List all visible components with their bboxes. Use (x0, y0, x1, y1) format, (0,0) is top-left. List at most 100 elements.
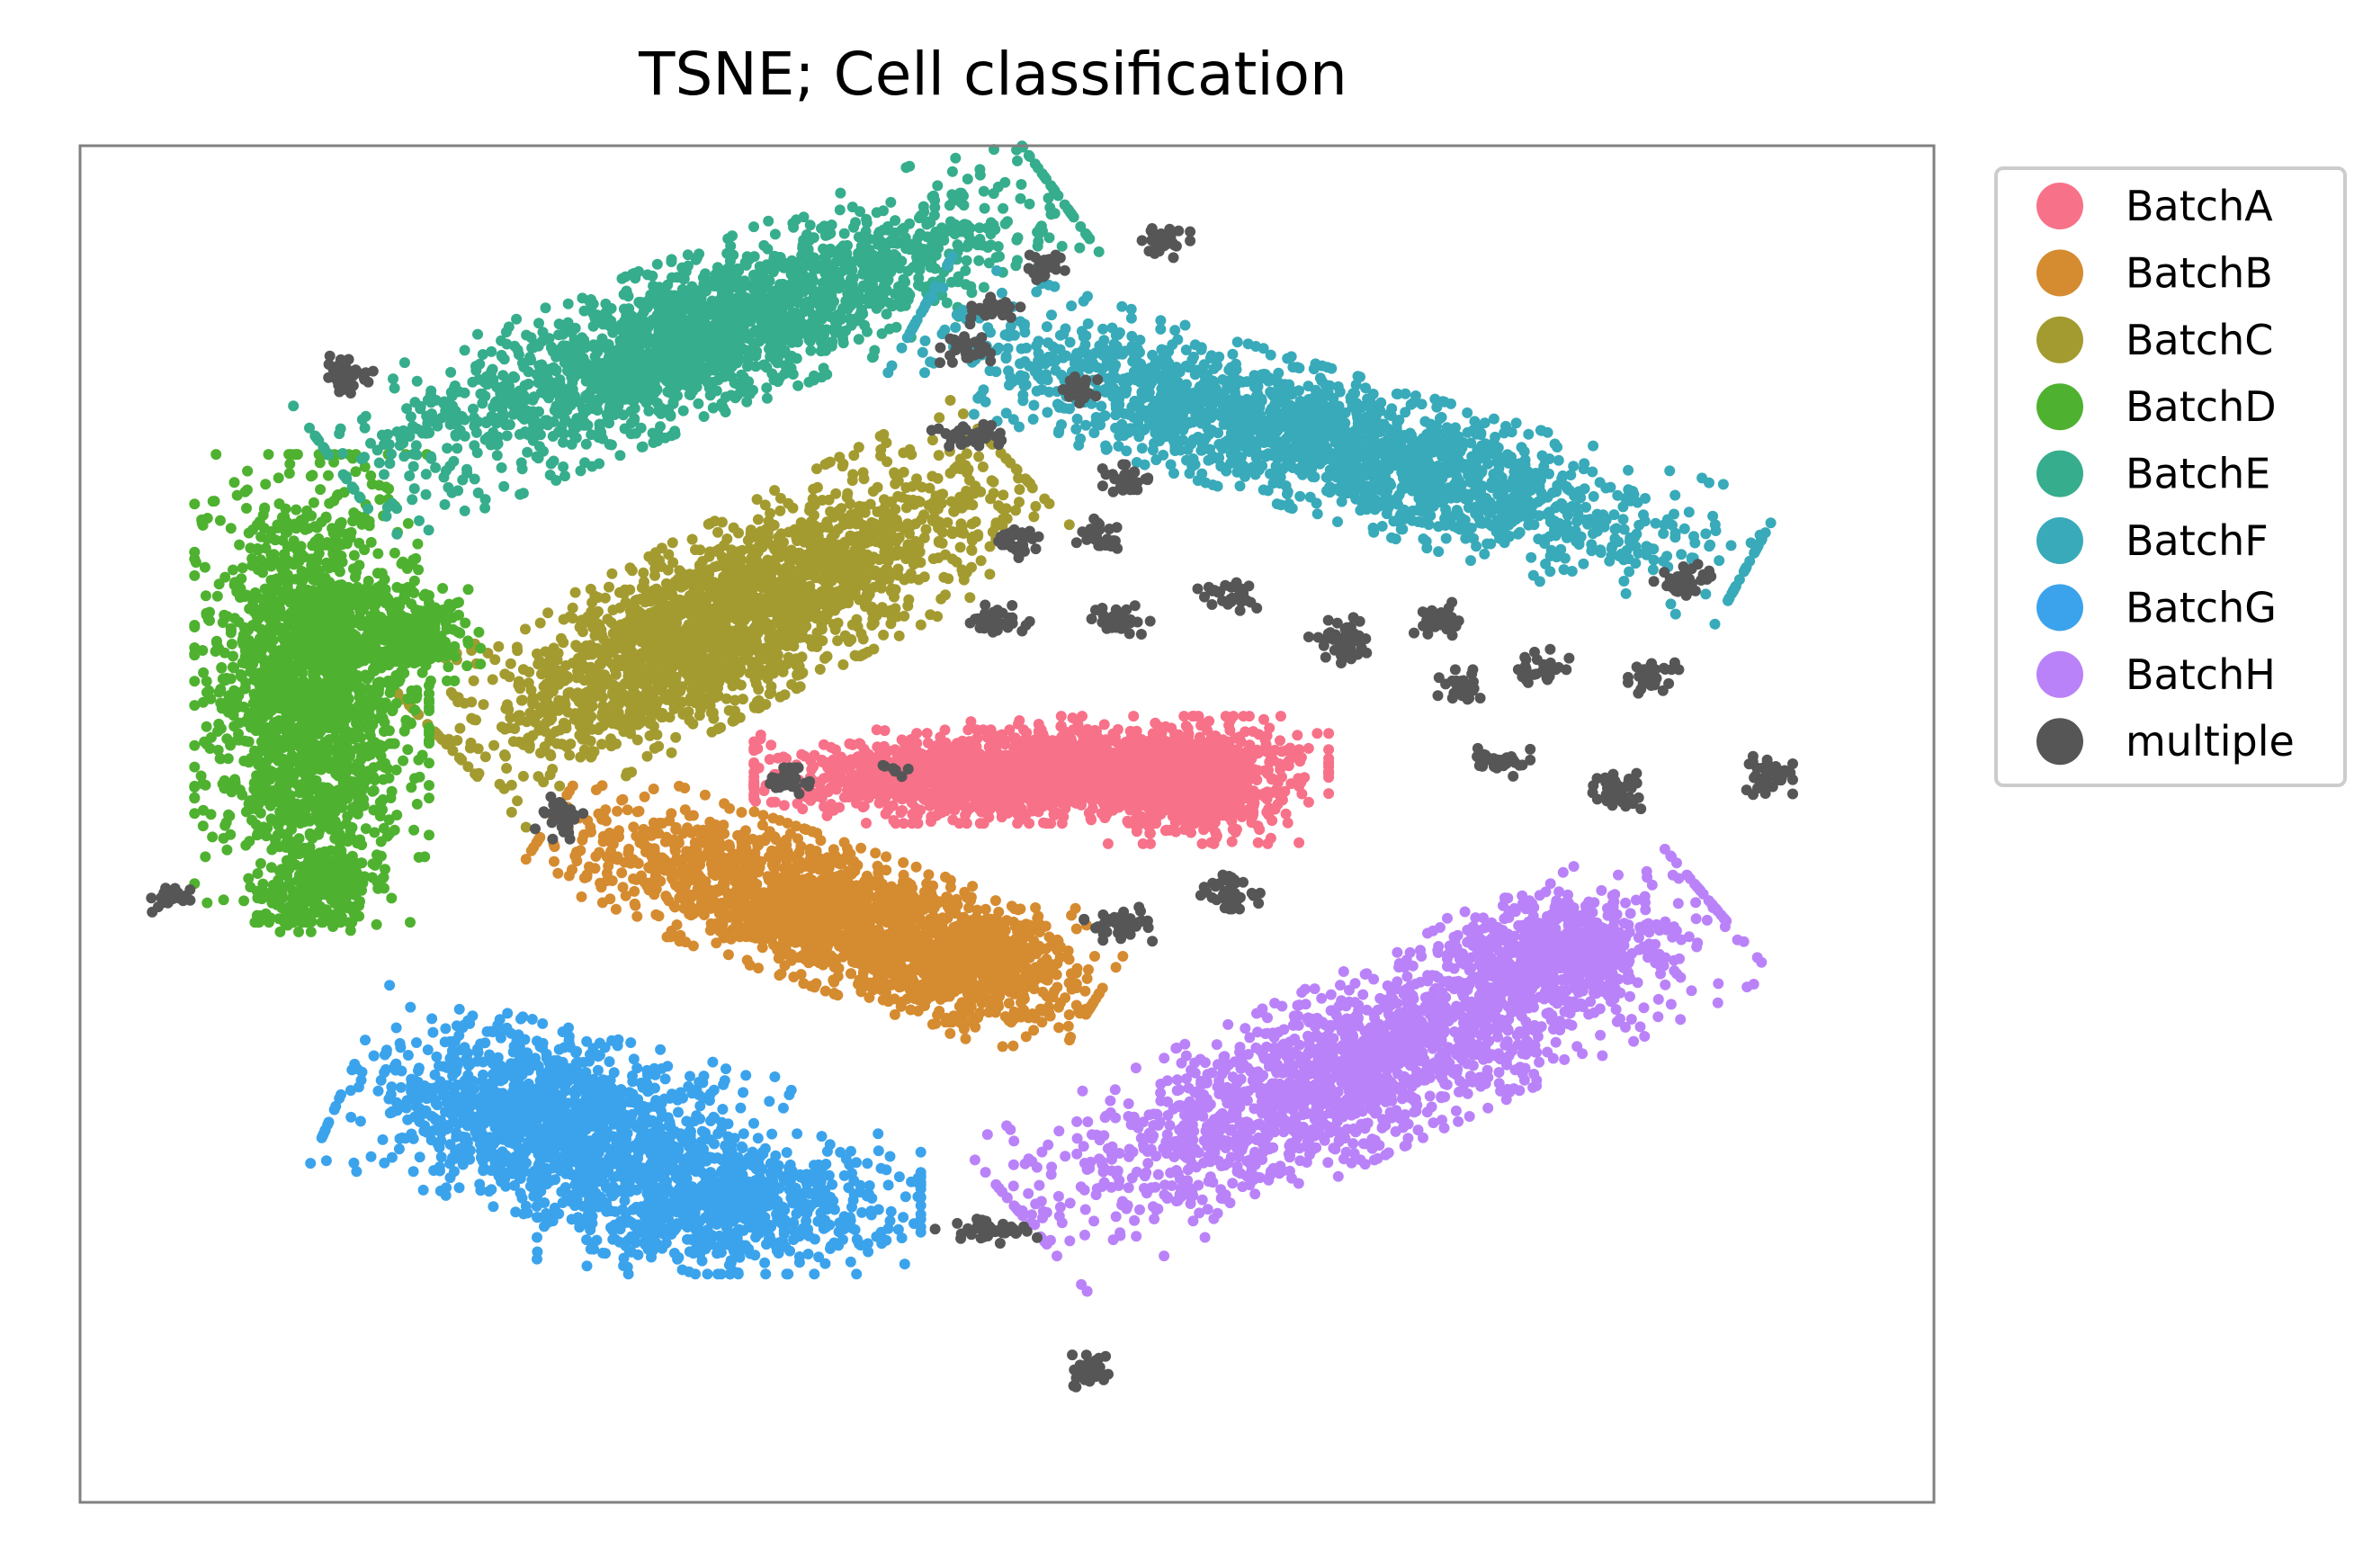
data-point (798, 978, 810, 990)
data-point (828, 988, 840, 999)
data-point (970, 990, 981, 1001)
data-point (1020, 965, 1032, 977)
data-point (997, 730, 1008, 742)
data-point (805, 847, 816, 859)
data-point (985, 776, 996, 788)
data-point (937, 932, 948, 944)
data-point (576, 891, 587, 902)
data-point (691, 868, 703, 880)
data-point (1012, 972, 1024, 984)
data-point (814, 664, 826, 675)
data-point (1152, 738, 1164, 749)
data-point (1052, 936, 1064, 946)
data-point (1323, 768, 1335, 780)
data-point (964, 921, 976, 933)
data-point (1275, 711, 1286, 722)
data-point (965, 892, 977, 903)
data-point (887, 800, 899, 811)
data-point (744, 959, 756, 971)
data-point (684, 810, 695, 821)
data-point (882, 790, 892, 802)
data-point (842, 758, 854, 769)
data-point (1041, 739, 1052, 750)
data-point (1006, 1017, 1017, 1028)
data-point (753, 865, 765, 876)
data-point (981, 800, 993, 811)
data-point (1112, 723, 1123, 735)
data-point (768, 888, 780, 900)
data-point (855, 842, 867, 854)
data-point (917, 982, 929, 994)
data-point (914, 775, 926, 786)
data-point (1117, 951, 1129, 962)
data-point (838, 893, 849, 905)
data-point (944, 1027, 956, 1039)
data-point (956, 751, 968, 763)
data-point (790, 820, 801, 832)
data-point (1048, 793, 1060, 804)
data-point (971, 724, 982, 736)
data-point (933, 897, 944, 909)
data-point (1031, 948, 1043, 960)
data-point (706, 828, 718, 839)
data-point (1066, 743, 1078, 755)
data-point (1292, 730, 1303, 741)
data-point (737, 900, 748, 912)
data-point (653, 910, 665, 922)
data-point (864, 784, 876, 795)
data-point (1087, 795, 1098, 807)
data-point (894, 969, 906, 981)
data-point (804, 909, 815, 921)
data-point (986, 747, 998, 758)
data-point (1128, 711, 1140, 722)
data-point (1188, 711, 1200, 722)
data-point (916, 764, 927, 775)
data-point (631, 806, 643, 818)
data-point (1033, 924, 1044, 936)
data-point (1266, 747, 1277, 758)
data-point (989, 1007, 1001, 1018)
data-point (1033, 719, 1044, 730)
data-point (788, 972, 800, 982)
data-point (995, 792, 1007, 802)
data-point (800, 896, 811, 908)
data-point (984, 971, 996, 982)
data-point (989, 987, 1001, 999)
data-point (1065, 1031, 1077, 1043)
data-point (1063, 954, 1075, 965)
data-point (817, 854, 828, 865)
data-point (872, 898, 883, 909)
data-point (922, 737, 934, 748)
data-point (1198, 792, 1210, 803)
data-point (1081, 735, 1093, 747)
data-point (688, 858, 699, 870)
data-point (778, 800, 790, 811)
data-point (1145, 802, 1157, 814)
data-point (1034, 1003, 1046, 1015)
data-point (1165, 744, 1177, 756)
data-point (846, 916, 857, 927)
data-point (940, 805, 952, 817)
data-point (872, 860, 883, 872)
data-point (1295, 752, 1307, 763)
data-point (1040, 973, 1052, 985)
data-point (1063, 1009, 1075, 1020)
data-point (716, 841, 728, 853)
data-point (980, 787, 991, 799)
data-point (846, 868, 857, 880)
data-point (649, 889, 660, 900)
data-point (1209, 744, 1221, 756)
data-point (764, 754, 775, 766)
data-point (1062, 731, 1074, 743)
data-point (857, 967, 869, 979)
data-point (1041, 818, 1052, 829)
data-point (797, 921, 809, 933)
data-point (1311, 728, 1323, 739)
data-point (1230, 827, 1241, 838)
data-point (1205, 759, 1217, 771)
data-point (823, 803, 835, 815)
data-point (785, 949, 797, 960)
data-point (1248, 809, 1259, 820)
data-point (884, 947, 896, 959)
data-point (596, 897, 608, 909)
